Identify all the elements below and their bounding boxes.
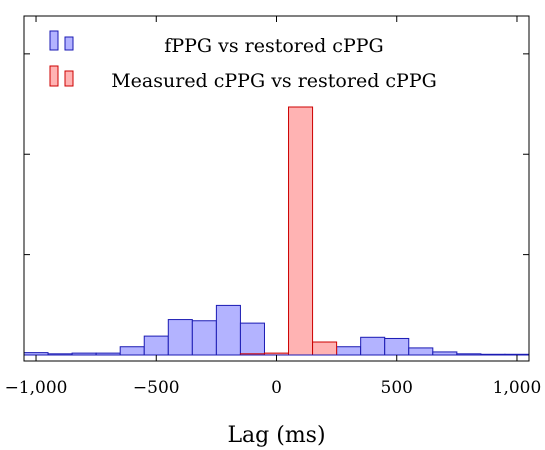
cppg-bar <box>312 341 338 356</box>
x-tick-label: 1,000 <box>493 378 542 398</box>
legend-swatch-cppg-bar-2 <box>64 70 74 87</box>
series-layer <box>23 106 530 356</box>
series-fppg <box>23 304 530 356</box>
fppg-bar <box>360 336 386 356</box>
legend-swatch-cppg <box>49 65 74 87</box>
legend-label-cppg: Measured cPPG vs restored cPPG <box>111 70 437 92</box>
fppg-bar <box>384 337 410 356</box>
cppg-bar <box>288 106 314 356</box>
fppg-bar <box>119 346 145 356</box>
fppg-bar <box>167 319 193 356</box>
fppg-bar <box>143 335 169 356</box>
x-tick-label: 500 <box>381 378 413 398</box>
tick-layer: −1,000 −500 0 500 1,000 <box>5 16 542 398</box>
fppg-bar <box>191 320 217 356</box>
legend-label-fppg: fPPG vs restored cPPG <box>164 35 383 57</box>
fppg-bar <box>239 322 265 356</box>
fppg-bar <box>215 304 241 356</box>
legend-swatch-fppg-bar-2 <box>64 36 74 51</box>
legend-box <box>40 26 480 96</box>
x-tick-label: −1,000 <box>5 378 68 398</box>
series-cppg <box>239 106 338 356</box>
legend: fPPG vs restored cPPG Measured cPPG vs r… <box>40 26 480 96</box>
legend-swatch-fppg <box>49 30 74 51</box>
x-tick-label: 0 <box>271 378 282 398</box>
x-axis-title: Lag (ms) <box>227 423 325 448</box>
legend-swatch-cppg-bar-1 <box>49 65 59 87</box>
legend-swatch-fppg-bar-1 <box>49 30 59 51</box>
fppg-bar <box>336 346 362 356</box>
x-tick-label: −500 <box>133 378 180 398</box>
fppg-bar <box>408 347 434 356</box>
